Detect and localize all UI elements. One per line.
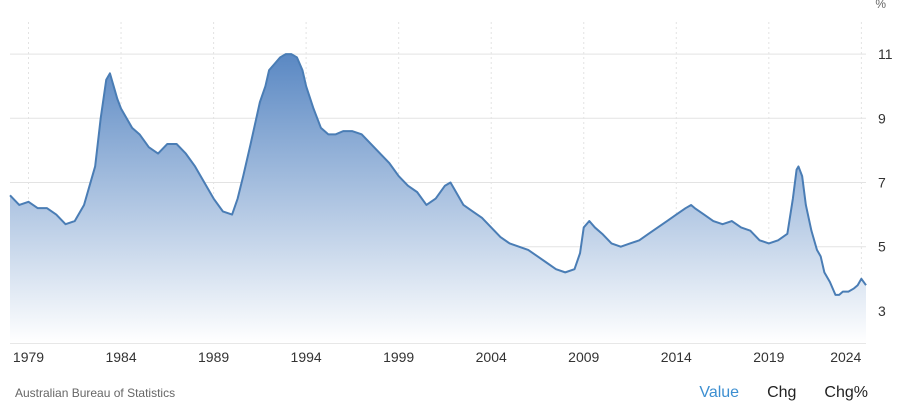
tab-chg[interactable]: Chg bbox=[767, 384, 797, 401]
series-area bbox=[10, 54, 866, 343]
x-tick-label: 2014 bbox=[661, 349, 692, 365]
x-tick-label: 1989 bbox=[198, 349, 229, 365]
x-tick-label: 1994 bbox=[291, 349, 322, 365]
source-label: Australian Bureau of Statistics bbox=[15, 386, 176, 400]
x-tick-label: 1979 bbox=[13, 349, 44, 365]
y-tick-label: 7 bbox=[878, 175, 886, 191]
y-unit-label: % bbox=[875, 0, 886, 11]
x-axis: 1979 1984 1989 1994 1999 2004 2009 2014 2019 2024 bbox=[13, 349, 862, 365]
y-tick-label: 9 bbox=[878, 110, 886, 126]
unemployment-chart: 3 5 7 9 11 1979 1984 1989 1994 1999 2004 2009 2014 2… bbox=[9, 0, 893, 365]
x-tick-label: 2024 bbox=[830, 349, 861, 365]
x-tick-label: 2019 bbox=[753, 349, 784, 365]
series-line bbox=[9, 53, 867, 296]
view-tabs: Value Chg Chg% bbox=[699, 384, 868, 402]
y-tick-label: 3 bbox=[878, 303, 886, 319]
y-tick-label: 11 bbox=[878, 46, 893, 62]
tab-chg-percent[interactable]: Chg% bbox=[824, 384, 868, 401]
y-axis: 3 5 7 9 11 bbox=[878, 46, 893, 319]
y-tick-label: 5 bbox=[878, 239, 886, 255]
tab-value[interactable]: Value bbox=[699, 384, 740, 401]
x-tick-label: 2009 bbox=[568, 349, 599, 365]
x-tick-label: 1984 bbox=[105, 349, 136, 365]
x-tick-label: 1999 bbox=[383, 349, 414, 365]
x-tick-label: 2004 bbox=[476, 349, 507, 365]
